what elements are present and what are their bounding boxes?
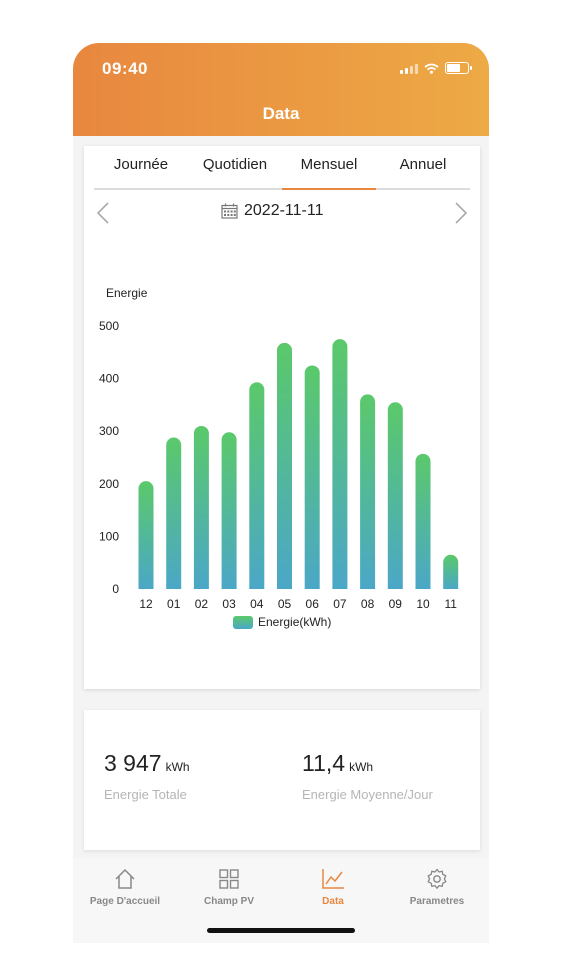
x-tick-label: 04 — [250, 597, 264, 611]
average-energy-unit: kWh — [349, 760, 374, 774]
bar-06[interactable] — [304, 365, 320, 589]
total-energy-label: Energie Totale — [104, 787, 187, 802]
wifi-icon — [424, 63, 439, 74]
bar-07[interactable] — [332, 339, 348, 589]
gear-icon — [427, 868, 447, 889]
tabbar-champ-pv-label: Champ PV — [203, 896, 254, 907]
bar-01[interactable] — [166, 437, 182, 589]
average-energy-stat: 11,4 kWh Energie Moyenne/Jour — [302, 750, 433, 802]
chevron-left-icon[interactable] — [96, 202, 110, 224]
chart-card: Journée Quotidien Mensuel Annuel — [84, 146, 480, 689]
x-tick-label: 12 — [139, 597, 153, 611]
chart-legend[interactable]: Energie(kWh) — [233, 615, 331, 629]
y-axis-label: Energie — [106, 286, 148, 300]
y-tick-label: 200 — [99, 477, 119, 491]
tabbar-parametres[interactable]: Parametres — [385, 868, 489, 907]
tab-quotidien[interactable]: Quotidien — [202, 156, 268, 173]
x-tick-label: 09 — [389, 597, 403, 611]
status-icons — [400, 62, 472, 74]
bar-02[interactable] — [193, 425, 209, 589]
bar-08[interactable] — [360, 394, 376, 589]
home-icon — [115, 868, 135, 889]
x-tick-label: 03 — [222, 597, 236, 611]
status-time: 09:40 — [102, 59, 148, 78]
legend-label: Energie(kWh) — [258, 615, 332, 629]
bar-09[interactable] — [387, 402, 403, 589]
y-tick-label: 100 — [99, 529, 119, 543]
signal-icon — [400, 63, 418, 74]
calendar-icon — [221, 203, 238, 219]
app-header: 09:40 Data — [73, 43, 489, 136]
x-tick-label: 02 — [195, 597, 209, 611]
x-tick-label: 01 — [167, 597, 181, 611]
total-energy-stat: 3 947 kWh Energie Totale — [104, 750, 190, 802]
average-energy-label: Energie Moyenne/Jour — [302, 787, 433, 802]
tabbar-data[interactable]: Data — [281, 868, 385, 907]
bar-04[interactable] — [249, 382, 265, 589]
x-tick-label: 07 — [333, 597, 347, 611]
stats-card: 3 947 kWh Energie Totale 11,4 kWh Energie … — [84, 710, 480, 850]
y-tick-label: 300 — [99, 424, 119, 438]
x-tick-label: 08 — [361, 597, 375, 611]
chart-icon — [322, 869, 344, 889]
total-energy-value: 3 947 — [104, 750, 162, 776]
bar-11[interactable] — [443, 554, 459, 589]
tab-journee[interactable]: Journée — [113, 156, 169, 173]
bar-05[interactable] — [277, 342, 292, 589]
page-title: Data — [262, 104, 300, 123]
home-indicator — [207, 928, 355, 933]
tabbar-home[interactable]: Page D'accueil — [73, 868, 177, 907]
average-energy-value: 11,4 — [302, 750, 346, 776]
tabbar-home-label: Page D'accueil — [89, 896, 161, 907]
total-energy-unit: kWh — [165, 760, 190, 774]
legend-swatch — [233, 615, 253, 629]
battery-icon — [445, 62, 472, 74]
bar-03[interactable] — [221, 432, 237, 589]
date-picker[interactable]: 2022-11-11 — [221, 202, 323, 220]
grid-icon — [219, 869, 239, 889]
x-tick-label: 06 — [306, 597, 320, 611]
tabbar-data-label: Data — [322, 896, 344, 907]
y-tick-label: 400 — [99, 372, 119, 386]
y-tick-label: 0 — [112, 582, 119, 596]
x-tick-label: 05 — [278, 597, 292, 611]
x-tick-label: 10 — [416, 597, 430, 611]
tabbar-champ-pv[interactable]: Champ PV — [177, 868, 281, 907]
energy-bar-chart: Energie 0 100 200 300 400 500 12 01 02 03 04 05 06 0… — [99, 286, 459, 611]
tab-annuel[interactable]: Annuel — [399, 156, 447, 173]
chevron-right-icon[interactable] — [454, 202, 468, 224]
bar-12[interactable] — [138, 481, 154, 589]
app-screen: 09:40 Data Journée Quotidien Mensuel Ann… — [73, 43, 489, 943]
tab-mensuel[interactable]: Mensuel — [282, 146, 376, 190]
y-tick-label: 500 — [99, 319, 119, 333]
bar-10[interactable] — [415, 453, 431, 589]
date-value: 2022-11-11 — [244, 202, 324, 219]
date-selector: 2022-11-11 — [84, 198, 480, 228]
tabbar-parametres-label: Parametres — [409, 896, 465, 907]
x-tick-label: 11 — [444, 597, 457, 611]
period-tabs: Journée Quotidien Mensuel Annuel — [94, 146, 470, 190]
